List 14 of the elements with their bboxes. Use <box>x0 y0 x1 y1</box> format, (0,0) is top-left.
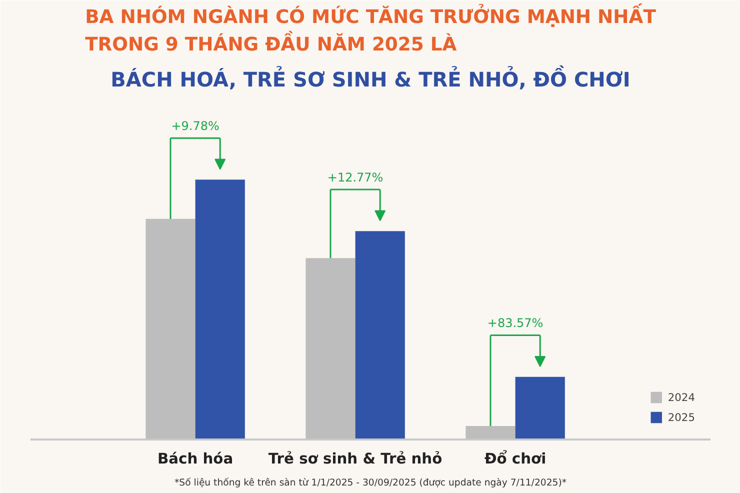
x-tick-label: Bách hóa <box>157 450 234 468</box>
legend-label: 2024 <box>668 390 695 404</box>
chart-title: BA NHÓM NGÀNH CÓ MỨC TĂNG TRƯỞNG MẠNH NHẤT TRONG 9 THÁNG ĐẦU NĂM 2025 LÀ <box>85 3 656 56</box>
chart-subtitle: BÁCH HOÁ, TRẺ SƠ SINH & TRẺ NHỎ, ĐỒ CHƠI <box>110 64 630 92</box>
text: *Số liệu thống kê trên sàn từ 1/1/2025 - 30/09/2025 (được update ngày 7/11/2025)* <box>174 478 567 488</box>
legend-label: 2025 <box>668 410 695 424</box>
bar <box>355 231 405 440</box>
bar <box>515 376 565 440</box>
annotation: +12.77% <box>327 170 384 184</box>
text: +9.78% <box>171 118 220 133</box>
x-tick-label: Trẻ sơ sinh & Trẻ nhỏ <box>268 450 442 468</box>
x-tick-label: Đổ chơi <box>484 450 546 468</box>
annotation: +83.57% <box>487 316 544 330</box>
bar <box>195 180 245 440</box>
